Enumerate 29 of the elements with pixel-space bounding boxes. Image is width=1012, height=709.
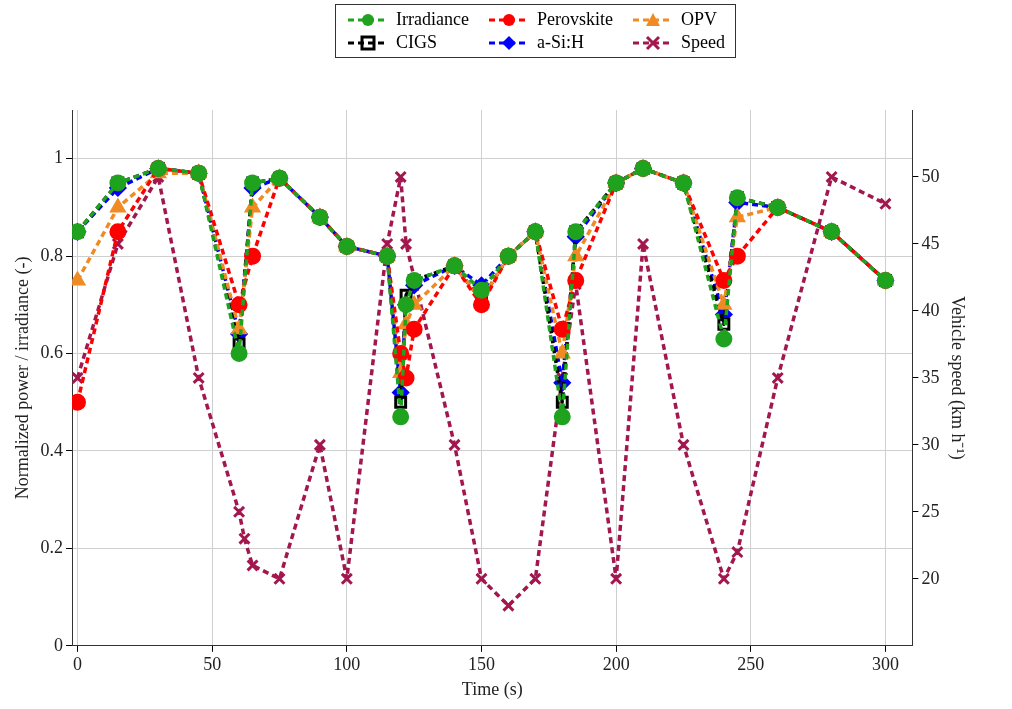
y2-tick-label: 50 (921, 165, 940, 186)
x-axis-title: Time (s) (461, 678, 523, 700)
y-tick-label: 0.2 (40, 537, 64, 558)
legend-label: OPV (680, 9, 717, 30)
x-tick-label: 250 (737, 654, 765, 675)
y2-tick-label: 40 (921, 299, 940, 320)
y2-tick-label: 45 (921, 232, 940, 253)
legend-label: Irradiance (396, 9, 469, 30)
y2-axis-title: Vehicle speed (km h⁻¹) (947, 295, 969, 460)
x-tick-label: 200 (602, 654, 630, 675)
legend-label: CIGS (396, 32, 438, 53)
y-axis-title: Normalized power / irradiance (-) (11, 256, 33, 500)
x-tick-label: 150 (467, 654, 495, 675)
x-tick-label: 300 (871, 654, 899, 675)
x-tick-label: 0 (72, 654, 82, 675)
x-tick-label: 100 (333, 654, 361, 675)
y-tick-label: 0.8 (40, 244, 64, 265)
y2-tick-label: 25 (921, 500, 940, 521)
y-tick-label: 0.4 (40, 439, 64, 460)
y-tick-label: 0 (54, 634, 64, 655)
y-tick-label: 1 (54, 147, 64, 168)
y-tick-label: 0.6 (40, 342, 64, 363)
y2-tick-label: 20 (921, 567, 940, 588)
legend-label: a-Si:H (536, 32, 584, 53)
legend-label: Perovskite (536, 9, 613, 30)
legend-label: Speed (680, 32, 725, 53)
y2-tick-label: 30 (921, 433, 940, 454)
y2-tick-label: 35 (921, 366, 940, 387)
x-tick-label: 50 (203, 654, 222, 675)
